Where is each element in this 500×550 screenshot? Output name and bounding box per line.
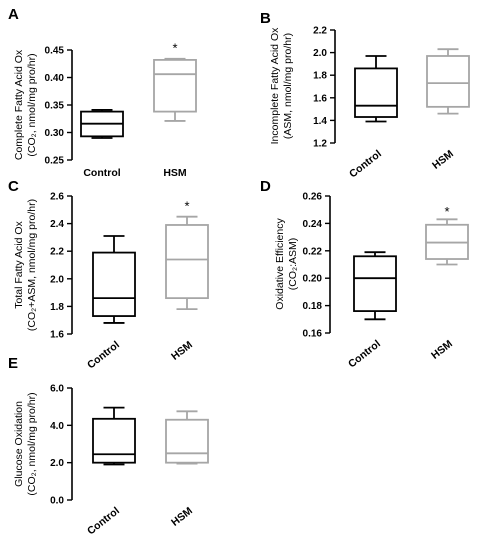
panel-letter-e: E: [8, 355, 18, 372]
box-hsm-e: [165, 410, 209, 465]
y-tick-label-b: 2.2: [313, 26, 327, 37]
y-tick-label-a: 0.45: [45, 46, 65, 57]
box-iqr: [165, 418, 209, 464]
y-tick-label-d: 0.16: [303, 329, 323, 340]
box-iqr: [153, 59, 197, 113]
box-hsm-c: [165, 215, 209, 311]
box-iqr: [92, 417, 136, 464]
category-label-hsm: HSM: [430, 148, 456, 172]
panel-c: C 1.6 1.8 2.0 2.2 2.4 2.6 Total Fatty Acid Ox(…: [8, 178, 209, 371]
category-label-hsm: HSM: [429, 338, 455, 362]
y-axis-label-line1: Oxidative Efficiency: [274, 218, 286, 310]
y-tick-label-c: 2.2: [50, 247, 64, 258]
y-tick-label-a: 0.35: [45, 101, 65, 112]
category-label-control: Control: [85, 339, 122, 371]
y-axis-label-line1: Glucose Oxidation: [13, 401, 25, 487]
y-tick-label-b: 1.2: [313, 139, 327, 150]
y-tick-label-c: 2.0: [50, 274, 64, 285]
category-label-control: Control: [83, 167, 120, 179]
category-label-hsm: HSM: [169, 339, 195, 363]
y-tick-label-c: 2.4: [50, 219, 64, 230]
y-axis-label-b: Incomplete Fatty Acid Ox(ASM, nmol/mg pr…: [269, 27, 294, 144]
panel-e: E 0.0 2.0 4.0 6.0 Glucose Oxidation(CO₂, nmo…: [8, 355, 209, 537]
y-tick-label-d: 0.24: [303, 219, 323, 230]
category-label-control: Control: [85, 505, 122, 537]
panel-d: D 0.16 0.18 0.20 0.22 0.24 0.26 Oxidative Effi…: [260, 178, 469, 370]
y-axis-label-line2: (CO₂+ASM, nmol/mg pro/hr): [26, 199, 38, 331]
y-tick-label-b: 1.6: [313, 93, 327, 104]
y-axis-label-line2: (CO₂:ASM): [287, 238, 299, 291]
y-tick-label-d: 0.22: [303, 246, 323, 257]
y-tick-label-e: 4.0: [50, 421, 64, 432]
panel-b: B 1.2 1.4 1.6 1.8 2.0 2.2 Incomplete Fatty Aci…: [260, 10, 470, 180]
significance-marker: *: [184, 199, 189, 214]
significance-marker: *: [172, 40, 177, 55]
y-tick-label-d: 0.20: [303, 274, 323, 285]
box-hsm-a: [153, 57, 197, 122]
box-control-e: [92, 406, 136, 466]
category-label-control: Control: [346, 338, 383, 370]
box-hsm-d: [425, 218, 469, 266]
y-axis-label-line1: Total Fatty Acid Ox: [13, 220, 25, 308]
box-control-b: [354, 55, 398, 123]
y-tick-label-b: 2.0: [313, 48, 327, 59]
y-axis-label-c: Total Fatty Acid Ox(CO₂+ASM, nmol/mg pro…: [13, 199, 38, 331]
y-axis-label-e: Glucose Oxidation(CO₂, nmol/mg pro/hr): [13, 392, 38, 495]
y-tick-label-e: 0.0: [50, 496, 64, 507]
y-tick-label-c: 1.8: [50, 302, 64, 313]
y-axis-label-line1: Incomplete Fatty Acid Ox: [269, 27, 281, 144]
y-tick-label-d: 0.26: [303, 192, 323, 203]
panel-letter-b: B: [260, 10, 271, 27]
y-axis-label-line2: (CO₂, nmol/mg pro/hr): [26, 53, 38, 156]
box-iqr: [426, 55, 470, 108]
panel-letter-a: A: [8, 6, 19, 23]
box-iqr: [353, 255, 397, 312]
y-tick-label-c: 2.6: [50, 192, 64, 203]
box-iqr: [354, 67, 398, 118]
y-tick-label-a: 0.40: [45, 73, 65, 84]
box-hsm-b: [426, 48, 470, 115]
significance-marker: *: [444, 204, 449, 219]
y-axis-label-line2: (CO₂, nmol/mg pro/hr): [26, 392, 38, 495]
y-tick-label-c: 1.6: [50, 330, 64, 341]
panel-letter-c: C: [8, 178, 19, 195]
y-tick-label-e: 2.0: [50, 458, 64, 469]
category-label-control: Control: [347, 148, 384, 180]
box-iqr: [92, 251, 136, 317]
y-axis-label-a: Complete Fatty Acid Ox(CO₂, nmol/mg pro/…: [13, 49, 38, 160]
y-axis-label-line2: (ASM, nmol/mg pro/hr): [282, 33, 294, 139]
box-control-a: [80, 109, 124, 139]
box-control-d: [353, 251, 397, 321]
category-label-hsm: HSM: [163, 167, 187, 179]
y-tick-label-e: 6.0: [50, 384, 64, 395]
panel-a: A 0.25 0.30 0.35 0.40 0.45 Complete Fatty Aci…: [8, 6, 197, 179]
y-tick-label-a: 0.25: [45, 156, 65, 167]
y-tick-label-b: 1.8: [313, 71, 327, 82]
y-tick-label-b: 1.4: [313, 116, 327, 127]
y-axis-label-line1: Complete Fatty Acid Ox: [13, 49, 25, 160]
panel-letter-d: D: [260, 178, 271, 195]
y-tick-label-a: 0.30: [45, 128, 65, 139]
box-iqr: [165, 224, 209, 300]
category-label-hsm: HSM: [169, 505, 195, 529]
box-control-c: [92, 235, 136, 324]
y-tick-label-d: 0.18: [303, 301, 323, 312]
y-axis-label-d: Oxidative Efficiency(CO₂:ASM): [274, 218, 299, 310]
